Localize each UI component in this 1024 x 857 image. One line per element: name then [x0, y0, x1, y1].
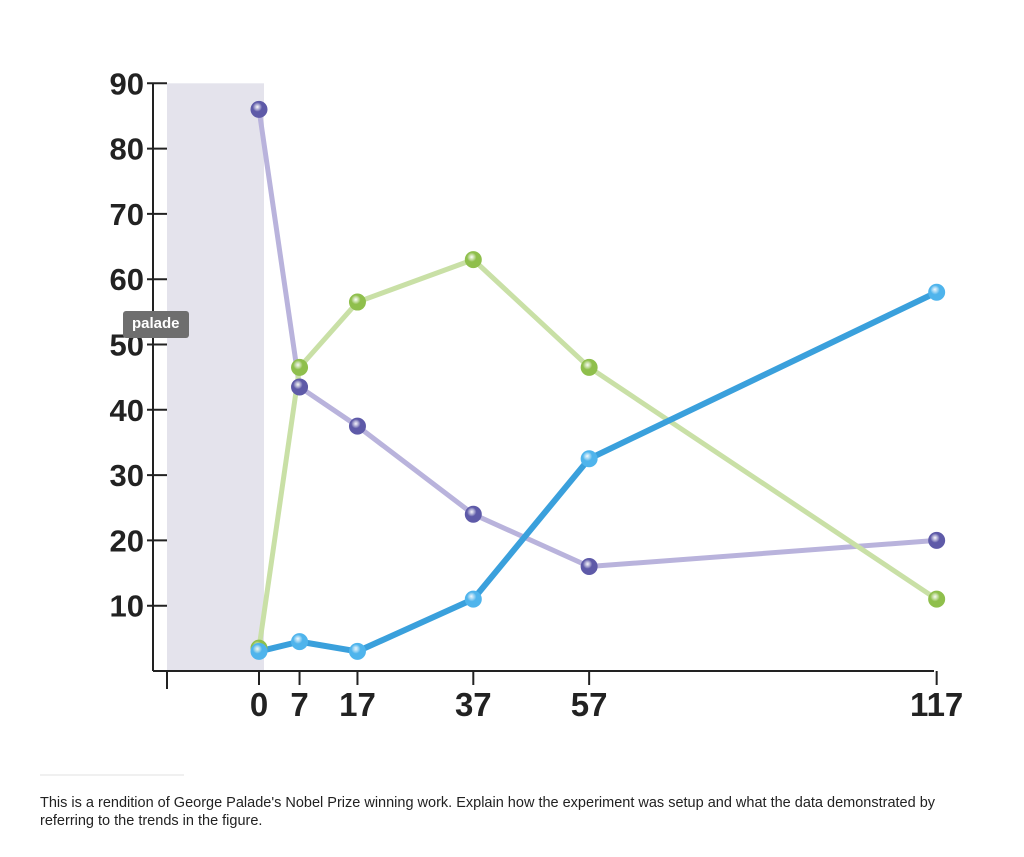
x-tick-label: 7: [290, 686, 308, 723]
axes: [147, 82, 938, 689]
y-tick-label: 20: [110, 523, 144, 558]
data-point-green: [928, 590, 946, 608]
x-tick-label: 57: [571, 686, 608, 723]
x-tick-label: 17: [339, 686, 376, 723]
x-tick-label: 37: [455, 686, 492, 723]
y-tick-label: 60: [110, 262, 144, 297]
y-tick-label: 10: [110, 589, 144, 624]
caption-divider: [40, 774, 184, 776]
series-line-blue: [256, 289, 940, 655]
data-point-blue: [464, 590, 482, 608]
x-tick-label: 0: [250, 686, 268, 723]
data-point-purple: [580, 558, 598, 576]
data-point-blue: [928, 283, 946, 301]
series-points: [250, 100, 946, 660]
series-line-purple: [256, 106, 940, 570]
y-tick-label: 90: [110, 66, 144, 101]
series-lines: [256, 106, 940, 655]
data-point-blue: [250, 642, 268, 660]
tooltip: palade: [123, 311, 189, 338]
y-tick-label: 40: [110, 393, 144, 428]
caption-text: This is a rendition of George Palade's N…: [40, 795, 936, 829]
y-tick-label: 30: [110, 458, 144, 493]
data-point-purple: [250, 100, 268, 118]
data-point-purple: [928, 531, 946, 549]
data-point-purple: [464, 505, 482, 523]
data-point-blue: [580, 450, 598, 468]
series-line-green: [256, 257, 940, 651]
y-tick-label: 70: [110, 197, 144, 232]
data-point-blue: [348, 642, 366, 660]
data-point-green: [464, 251, 482, 269]
data-point-green: [348, 293, 366, 311]
data-point-purple: [291, 378, 309, 396]
data-point-blue: [291, 633, 309, 651]
data-point-green: [291, 358, 309, 376]
x-tick-label: 117: [910, 686, 963, 723]
data-point-green: [580, 358, 598, 376]
data-point-purple: [348, 417, 366, 435]
pulse-shaded-region: [167, 83, 264, 672]
y-tick-label: 80: [110, 132, 144, 167]
